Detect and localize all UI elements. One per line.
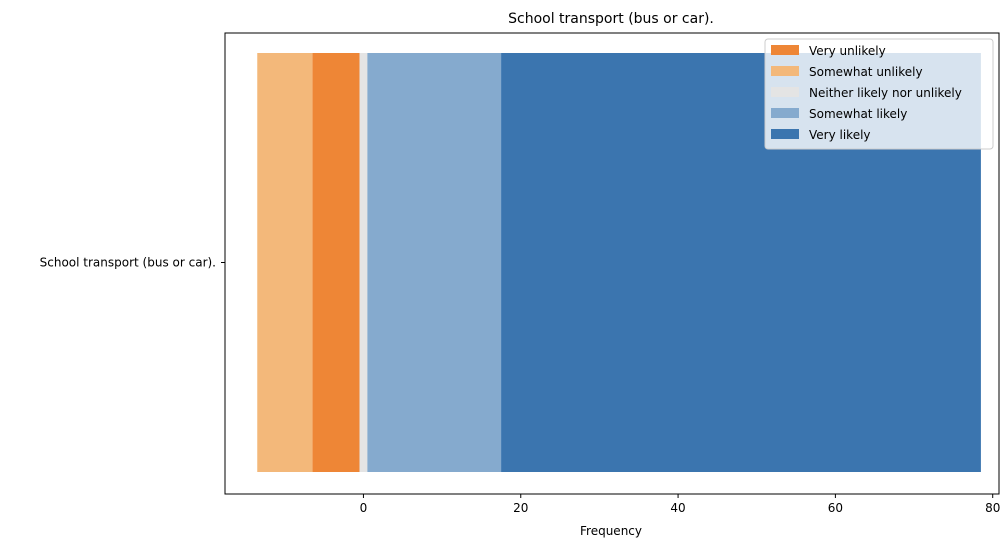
x-axis-label: Frequency: [580, 524, 642, 538]
bar-neither-likely-nor-unlikely: [359, 53, 368, 472]
chart-title: School transport (bus or car).: [508, 11, 714, 27]
x-axis: 0 20 40 60 80: [360, 494, 1000, 515]
legend-box: [764, 38, 994, 150]
y-axis: School transport (bus or car).: [40, 256, 225, 270]
legend-label: Very likely: [809, 128, 871, 142]
x-tick-label: 0: [360, 501, 368, 515]
legend-swatch: [771, 129, 799, 139]
y-tick-label: School transport (bus or car).: [40, 256, 216, 270]
x-tick-label: 40: [670, 501, 685, 515]
legend: Very unlikely Somewhat unlikely Neither li…: [764, 38, 994, 150]
bars-group: [257, 53, 981, 472]
x-tick-label: 60: [828, 501, 843, 515]
legend-swatch: [771, 108, 799, 118]
legend-label: Somewhat likely: [809, 107, 907, 121]
bar-somewhat-likely: [367, 53, 502, 472]
bar-somewhat-unlikely: [257, 53, 313, 472]
legend-label: Somewhat unlikely: [809, 65, 923, 79]
plot-frame: [224, 32, 1000, 495]
legend-swatch: [771, 66, 799, 76]
legend-swatch: [771, 87, 799, 97]
legend-label: Very unlikely: [809, 44, 886, 58]
x-tick-label: 80: [985, 501, 1000, 515]
legend-swatch: [771, 45, 799, 55]
legend-label: Neither likely nor unlikely: [809, 86, 962, 100]
bar-very-unlikely: [312, 53, 360, 472]
x-tick-label: 20: [513, 501, 528, 515]
